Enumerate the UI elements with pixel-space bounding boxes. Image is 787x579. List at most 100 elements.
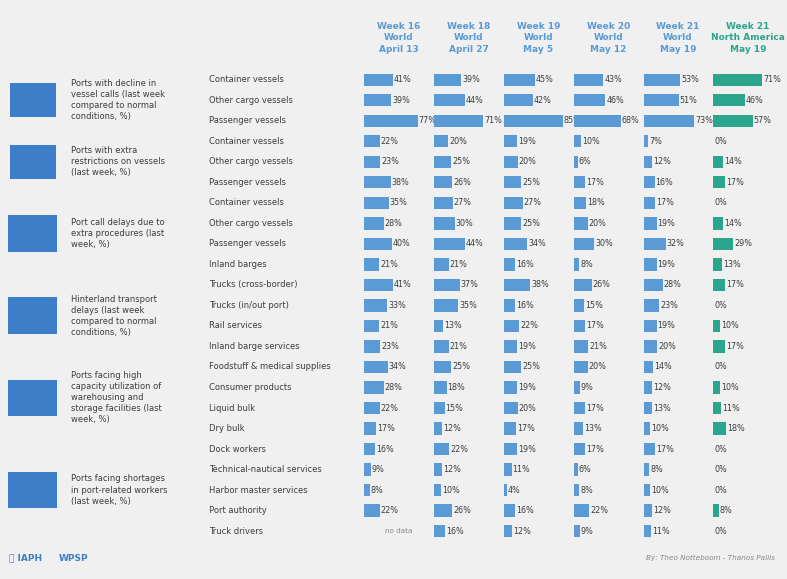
Text: Other cargo vessels: Other cargo vessels (209, 219, 294, 228)
Text: 13%: 13% (723, 260, 741, 269)
Text: Liquid bulk: Liquid bulk (209, 404, 256, 412)
Text: 22%: 22% (450, 445, 468, 453)
Text: 45%: 45% (536, 75, 554, 84)
Text: 19%: 19% (518, 383, 536, 392)
Text: 23%: 23% (381, 342, 399, 351)
Text: Trucks (cross-border): Trucks (cross-border) (209, 280, 298, 290)
Bar (364, 382, 384, 394)
Bar (364, 504, 379, 516)
Text: 12%: 12% (513, 527, 531, 536)
Text: Passenger vessels: Passenger vessels (209, 116, 286, 125)
Bar (574, 340, 588, 353)
Text: Week 19
World
May 5: Week 19 World May 5 (517, 21, 560, 54)
Text: 41%: 41% (394, 75, 412, 84)
Text: 46%: 46% (746, 96, 764, 105)
Text: 8%: 8% (650, 465, 663, 474)
Text: 0%: 0% (715, 199, 727, 207)
Text: 12%: 12% (653, 506, 671, 515)
Text: 19%: 19% (658, 219, 675, 228)
Text: 42%: 42% (534, 96, 552, 105)
Text: 17%: 17% (656, 199, 674, 207)
FancyBboxPatch shape (9, 144, 57, 179)
Text: 9%: 9% (581, 383, 594, 392)
Text: 10%: 10% (652, 424, 669, 433)
Text: 17%: 17% (377, 424, 395, 433)
Text: 17%: 17% (517, 424, 534, 433)
Bar (434, 382, 446, 394)
Text: 25%: 25% (453, 362, 471, 372)
Bar (644, 197, 656, 209)
Text: 21%: 21% (380, 260, 397, 269)
Text: 40%: 40% (393, 239, 411, 248)
Bar (574, 238, 594, 250)
Bar (644, 115, 694, 127)
Bar (504, 340, 517, 353)
Bar (434, 94, 464, 107)
Bar (574, 402, 586, 414)
Bar (644, 258, 656, 270)
Bar (644, 422, 650, 435)
Bar (574, 176, 586, 189)
Text: 27%: 27% (454, 199, 472, 207)
Bar (574, 74, 604, 86)
Bar (364, 217, 384, 229)
Text: 18%: 18% (448, 383, 465, 392)
Text: 57%: 57% (754, 116, 771, 125)
Text: Week 16
World
April 13: Week 16 World April 13 (377, 21, 420, 54)
Text: Ports with extra
restrictions on vessels
(last week, %): Ports with extra restrictions on vessels… (71, 146, 164, 177)
Text: 9%: 9% (371, 465, 385, 474)
Text: Container vessels: Container vessels (209, 199, 284, 207)
Text: 41%: 41% (394, 280, 412, 290)
Text: 6%: 6% (579, 157, 592, 166)
Text: 53%: 53% (681, 75, 699, 84)
Bar (504, 525, 512, 537)
Text: 22%: 22% (381, 137, 398, 146)
Text: 20%: 20% (589, 362, 607, 372)
Bar (364, 320, 379, 332)
Text: 33%: 33% (388, 301, 406, 310)
Text: 39%: 39% (393, 96, 410, 105)
Text: 37%: 37% (460, 280, 478, 290)
Text: 19%: 19% (658, 260, 675, 269)
Text: 39%: 39% (462, 75, 480, 84)
Bar (364, 94, 391, 107)
Bar (364, 361, 388, 373)
Bar (434, 340, 449, 353)
Text: Trucks (in/out port): Trucks (in/out port) (209, 301, 290, 310)
Text: 17%: 17% (726, 280, 744, 290)
Text: 18%: 18% (726, 424, 745, 433)
Bar (434, 525, 445, 537)
Bar (644, 135, 648, 148)
Bar (713, 74, 763, 86)
Bar (644, 74, 680, 86)
Bar (574, 94, 605, 107)
Text: 23%: 23% (660, 301, 678, 310)
Text: Passenger vessels: Passenger vessels (209, 178, 286, 187)
Text: no data: no data (385, 528, 412, 534)
Bar (434, 74, 461, 86)
Bar (713, 176, 725, 189)
Text: 20%: 20% (519, 157, 537, 166)
Text: 26%: 26% (593, 280, 611, 290)
Text: 30%: 30% (456, 219, 474, 228)
Bar (574, 484, 579, 496)
Bar (574, 258, 579, 270)
Text: Week 21
World
May 19: Week 21 World May 19 (656, 21, 700, 54)
Text: 71%: 71% (763, 75, 781, 84)
Text: ⭕ IAPH: ⭕ IAPH (9, 554, 42, 563)
Text: 11%: 11% (722, 404, 740, 412)
Bar (364, 340, 380, 353)
Bar (574, 422, 582, 435)
Bar (504, 484, 507, 496)
Text: 14%: 14% (724, 157, 741, 166)
Bar (644, 340, 657, 353)
Text: 12%: 12% (444, 424, 461, 433)
Text: 30%: 30% (596, 239, 613, 248)
Bar (504, 217, 521, 229)
Text: 15%: 15% (585, 301, 603, 310)
Text: 12%: 12% (653, 157, 671, 166)
Text: 8%: 8% (720, 506, 733, 515)
Bar (504, 156, 518, 168)
Bar (434, 135, 448, 148)
Text: 21%: 21% (380, 321, 397, 331)
